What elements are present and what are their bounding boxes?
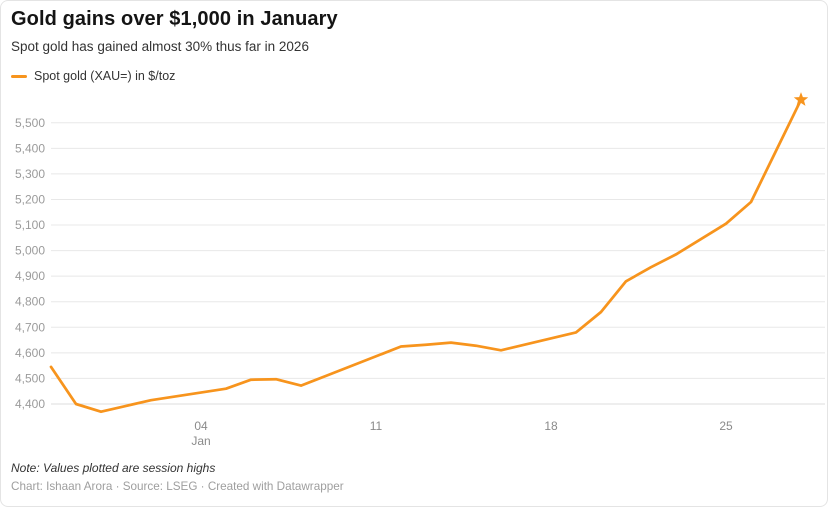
- chart-title: Gold gains over $1,000 in January: [11, 8, 338, 30]
- y-axis-tick-label: 5,200: [15, 192, 45, 206]
- y-axis-tick-label: 5,100: [15, 218, 45, 232]
- y-axis-tick-label: 4,400: [15, 397, 45, 411]
- y-axis-tick-label: 4,600: [15, 346, 45, 360]
- legend-line-swatch-icon: [11, 74, 27, 78]
- y-axis-tick-label: 5,300: [15, 167, 45, 181]
- price-line: [49, 98, 803, 414]
- x-axis-tick-label: 18: [544, 419, 558, 433]
- legend-label: Spot gold (XAU=) in $/toz: [34, 69, 176, 83]
- x-axis-tick-label: 25: [719, 419, 733, 433]
- y-axis-tick-label: 5,000: [15, 244, 45, 258]
- chart-note: Note: Values plotted are session highs: [11, 461, 216, 475]
- y-axis-tick-label: 5,400: [15, 141, 45, 155]
- y-axis-tick-label: 4,700: [15, 320, 45, 334]
- y-axis-tick-label: 5,500: [15, 116, 45, 130]
- chart-credit: Chart: Ishaan Arora · Source: LSEG · Cre…: [11, 480, 344, 493]
- y-axis-tick-label: 4,500: [15, 371, 45, 385]
- x-axis-tick-label: 04: [194, 419, 208, 433]
- x-axis-month-label: Jan: [191, 434, 210, 448]
- legend: Spot gold (XAU=) in $/toz: [11, 69, 175, 83]
- chart-subtitle: Spot gold has gained almost 30% thus far…: [11, 39, 309, 54]
- y-axis-tick-label: 4,900: [15, 269, 45, 283]
- x-axis-tick-label: 11: [370, 419, 383, 433]
- latest-value-star-icon: [793, 92, 809, 106]
- y-axis-tick-label: 4,800: [15, 295, 45, 309]
